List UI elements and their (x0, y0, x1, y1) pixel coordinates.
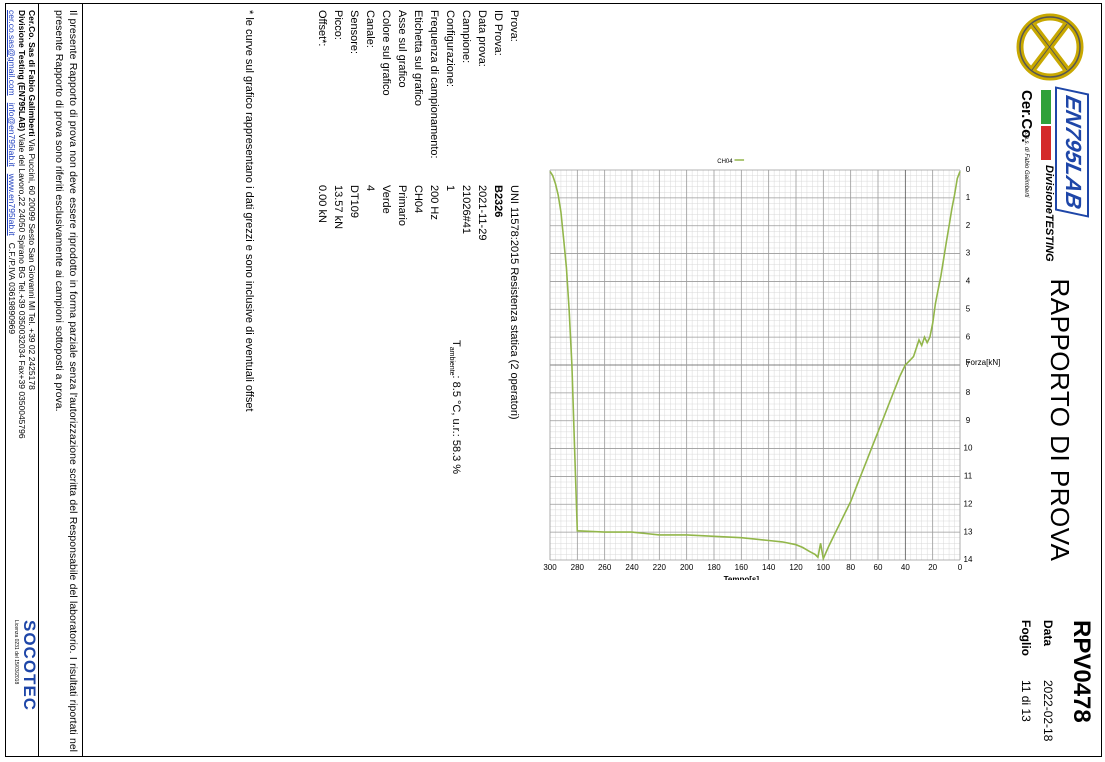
x-tick-label: 280 (571, 563, 585, 572)
chart-note: * le curve sul grafico rappresentano i d… (243, 10, 255, 412)
info-value: Primario (396, 185, 408, 226)
info-key: Picco: (332, 10, 344, 40)
footer-contacts: Cer.Co. Sas di Fabio Galimberti Via Pucc… (7, 10, 37, 439)
footer-company: Cer.Co. Sas di Fabio Galimberti (27, 10, 37, 137)
date-label: Data (1041, 620, 1055, 647)
cerco-emblem-icon (1016, 13, 1084, 81)
x-tick-label: 0 (958, 563, 963, 572)
certification-logo: SOCOTEC Licenza 0231 del 15/03/2018 (7, 620, 39, 745)
x-tick-label: 160 (735, 563, 749, 572)
disclaimer: Il presente Rapporto di prova non deve e… (53, 10, 79, 752)
website-link[interactable]: www.en795lab.it (7, 173, 17, 236)
x-axis-label: Tempo[s] (724, 575, 760, 580)
info-key: Colore sul grafico (380, 10, 392, 96)
x-tick-label: 220 (653, 563, 667, 572)
y-tick-label: 0 (966, 165, 971, 174)
x-tick-label: 120 (789, 563, 803, 572)
y-tick-label: 9 (966, 416, 971, 425)
info-value: 0.00 kN (316, 185, 328, 223)
x-tick-label: 60 (874, 563, 883, 572)
info-key: Frequenza di campionamento: (428, 10, 440, 159)
ambient-text: : 8.5 °C, u.r.: 58.3 % (450, 375, 462, 475)
info-value: 13.57 kN (332, 185, 344, 230)
info-key: Canale: (364, 10, 376, 48)
info-value: B2326 (492, 185, 504, 218)
legend-label: CH04 (717, 159, 733, 165)
company-logo: EN795LAB DivisioneTESTING Cer.Co. S.a.s.… (1007, 10, 1097, 262)
email-link-1[interactable]: cer.co.sas@gmail.com (7, 10, 17, 96)
info-value: 21026#41 (460, 185, 472, 234)
y-tick-label: 10 (964, 444, 973, 453)
ambient-sub: ambiente (447, 346, 455, 376)
vat-number: C.F./P.IVA 03619890969 (7, 242, 17, 335)
info-key: Etichetta sul grafico (412, 10, 424, 106)
info-key: Sensore: (348, 10, 360, 55)
y-tick-label: 2 (966, 221, 971, 230)
footer-address2: Viale del Lavoro,22 24050 Spirano BG Tel… (17, 131, 27, 439)
ambient-conditions: Tambiente: 8.5 °C, u.r.: 58.3 % (448, 340, 462, 474)
x-tick-label: 80 (846, 563, 855, 572)
report-id: RPV0478 (1068, 620, 1095, 723)
info-value: 2021-11-29 (476, 185, 488, 241)
y-tick-label: 5 (966, 304, 971, 313)
y-tick-label: 12 (964, 499, 973, 508)
x-tick-label: 140 (762, 563, 776, 572)
info-key: Configurazione: (444, 10, 456, 88)
y-tick-label: 4 (966, 277, 971, 286)
force-time-chart: 0123456789101112131402040608010012014016… (543, 159, 1001, 580)
division-text: DivisioneTESTING (1043, 165, 1055, 262)
y-tick-label: 11 (964, 472, 973, 481)
en795lab-logo: EN795LAB (1055, 86, 1089, 218)
y-tick-label: 14 (964, 555, 973, 564)
info-value: 4 (364, 185, 376, 192)
company-sub: S.a.s. di Fabio Galimberti (1023, 130, 1029, 198)
info-key: Data prova: (476, 10, 488, 67)
y-tick-label: 13 (964, 527, 973, 536)
y-tick-label: 8 (966, 388, 971, 397)
date-value: 2022-02-18 (1041, 680, 1055, 742)
cert-sub: Licenza 0231 del 15/03/2018 (13, 620, 19, 685)
info-key: Asse sul grafico (396, 10, 408, 88)
y-axis-label: Forza[kN] (966, 358, 1001, 367)
x-tick-label: 180 (707, 563, 721, 572)
x-tick-label: 240 (625, 563, 639, 572)
info-key: Campione: (460, 10, 472, 64)
info-value: CH04 (412, 185, 424, 214)
footer-address1: Via Puccini, 60 20099 Sesto San Giovanni… (27, 136, 37, 390)
y-tick-label: 1 (966, 193, 971, 202)
footer-division: Divisione Testing (EN795LAB) (17, 10, 27, 132)
info-value: DT109 (348, 185, 360, 219)
info-value: 1 (444, 185, 456, 192)
email-link-2[interactable]: info@en795lab.it (7, 102, 17, 167)
sheet-value: 11 di 13 (1019, 680, 1033, 722)
footer-divider (82, 3, 83, 757)
series-line-ch04 (549, 170, 961, 562)
info-value: Verde (380, 185, 392, 214)
ambient-t: T (450, 340, 462, 347)
y-tick-label: 3 (966, 249, 971, 258)
y-tick-label: 7 (966, 360, 971, 369)
cert-logo-text: SOCOTEC (20, 620, 39, 712)
x-tick-label: 20 (928, 563, 937, 572)
x-tick-label: 200 (680, 563, 694, 572)
x-tick-label: 100 (817, 563, 831, 572)
y-tick-label: 6 (966, 332, 971, 341)
page-title: RAPPORTO DI PROVA (1045, 278, 1075, 562)
info-key: Offset*: (316, 10, 328, 47)
info-key: ID Prova: (492, 10, 504, 56)
division-bars (1041, 90, 1051, 160)
info-value: UNI 11578:2015 Resistenza statica (2 ope… (508, 185, 520, 420)
brand-text: EN795LAB (1061, 93, 1086, 212)
sheet-label: Foglio (1019, 620, 1033, 656)
x-tick-label: 40 (901, 563, 910, 572)
info-key: Prova: (508, 10, 520, 42)
x-tick-label: 300 (543, 563, 557, 572)
x-tick-label: 260 (598, 563, 612, 572)
info-value: 200 Hz (428, 185, 440, 220)
